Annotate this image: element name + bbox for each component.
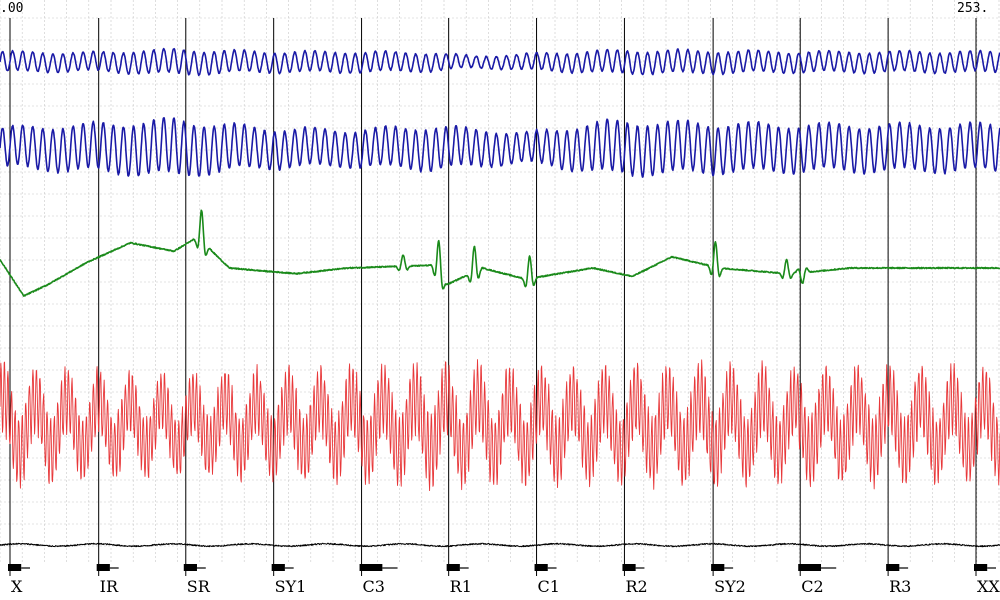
question-label: R3 <box>889 577 911 596</box>
event-mark <box>974 564 988 571</box>
pneumo-lower-trace <box>0 117 1000 178</box>
question-label: SR <box>187 577 211 596</box>
event-mark <box>711 564 725 571</box>
question-label: SY2 <box>714 577 746 596</box>
event-mark <box>534 564 548 571</box>
event-mark <box>96 564 110 571</box>
event-mark <box>886 564 900 571</box>
pneumo-upper-trace <box>0 47 1000 77</box>
signal-traces <box>0 47 1000 548</box>
event-mark <box>446 564 460 571</box>
question-label: C3 <box>363 577 385 596</box>
event-mark <box>8 564 22 571</box>
eda-trace <box>0 209 1000 297</box>
event-mark <box>798 564 822 571</box>
question-label: SY1 <box>275 577 307 596</box>
time-start-label: .00 <box>0 1 23 16</box>
question-label: R1 <box>450 577 472 596</box>
question-label: C2 <box>801 577 823 596</box>
event-mark <box>183 564 197 571</box>
movement-trace <box>0 542 1000 548</box>
event-mark <box>359 564 383 571</box>
question-label: IR <box>100 577 119 596</box>
question-marker-lines <box>9 18 977 576</box>
question-label: XX <box>977 577 1000 596</box>
cardio-trace <box>0 359 1000 492</box>
question-labels: X IR SR SY1 C3 R1 C1 R2 SY2 C2 R3 XX <box>11 577 1000 596</box>
question-label: C1 <box>538 577 560 596</box>
question-label: R2 <box>625 577 647 596</box>
event-mark <box>622 564 636 571</box>
question-label: X <box>11 577 23 596</box>
event-marks <box>8 564 996 571</box>
event-mark <box>271 564 285 571</box>
time-end-label: 253. <box>957 1 988 16</box>
grid <box>0 0 1000 562</box>
